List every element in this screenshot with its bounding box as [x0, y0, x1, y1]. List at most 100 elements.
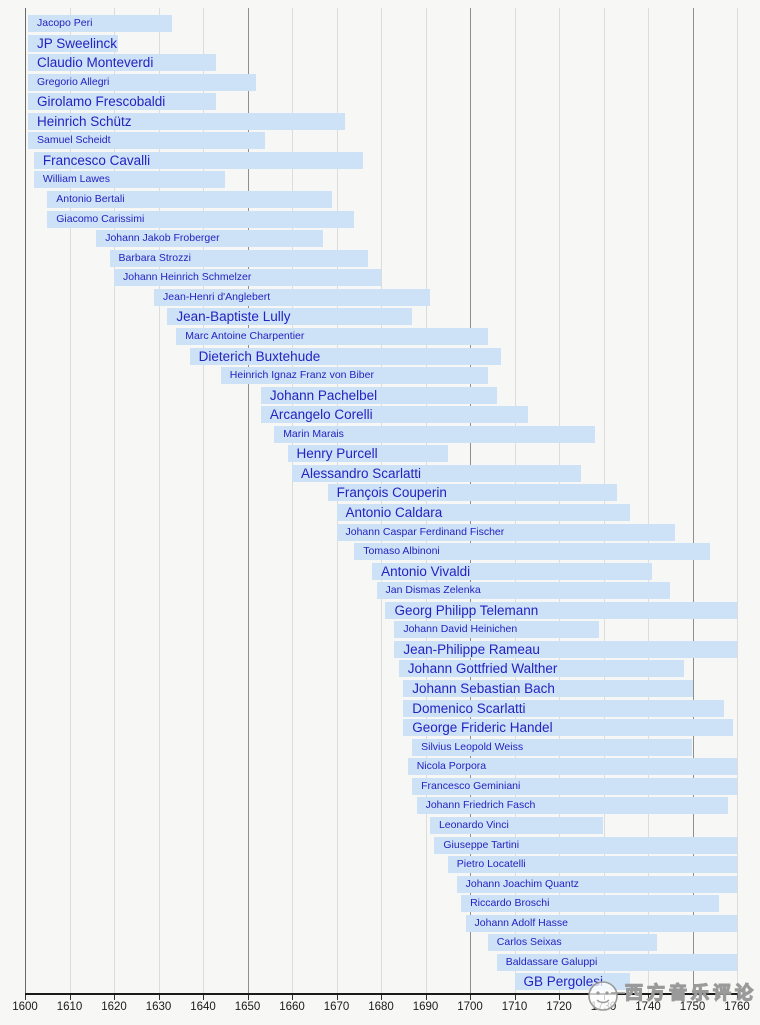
composer-bar — [487, 934, 657, 952]
composer-name: Jacopo Peri — [37, 17, 93, 29]
composer-name: Jan Dismas Zelenka — [385, 584, 481, 597]
gridline-1660 — [292, 8, 293, 993]
composer-bar — [28, 93, 217, 111]
x-axis-tick-label: 1610 — [56, 1001, 83, 1013]
composer-bar — [354, 543, 711, 561]
composer-name: Barbara Strozzi — [118, 251, 191, 264]
x-axis-tick-label: 1710 — [501, 1001, 528, 1013]
composer-name: Francesco Cavalli — [42, 152, 151, 168]
y-axis-line — [25, 8, 26, 993]
gridline-1640 — [203, 8, 204, 993]
composer-bar — [336, 523, 675, 541]
composer-name: Giuseppe Tartini — [443, 838, 520, 851]
composer-bar — [412, 738, 693, 756]
gridline-1650 — [247, 8, 249, 993]
composer-bar — [403, 699, 724, 717]
composer-name: Henry Purcell — [296, 446, 378, 462]
composer-name: Johann Jakob Froberger — [105, 232, 220, 245]
composer-name: Carlos Seixas — [496, 936, 562, 949]
composer-name: Francesco Geminiani — [421, 779, 521, 792]
composer-bar — [403, 680, 693, 698]
composer-name: Silvius Leopold Weiss — [421, 740, 524, 753]
composer-bar — [154, 288, 430, 306]
composer-name: Antonio Caldara — [345, 505, 443, 520]
x-axis-tick — [25, 995, 26, 1000]
composer-name: Claudio Monteverdi — [37, 55, 154, 71]
composer-name: Johann Sebastian Bach — [412, 681, 555, 697]
composer-bar — [336, 504, 631, 521]
x-axis-tick — [648, 995, 649, 1000]
x-axis-tick — [425, 995, 427, 1000]
x-axis-tick — [247, 995, 249, 1000]
composer-bar — [274, 425, 595, 443]
composer-name: Dieterich Buxtehude — [198, 348, 321, 364]
composer-name: Gregorio Allegri — [37, 75, 110, 88]
composer-name: Jean-Baptiste Lully — [176, 309, 291, 325]
x-axis-tick-label: 1620 — [101, 1001, 127, 1013]
composer-name: Johann Heinrich Schmelzer — [123, 271, 252, 284]
composer-name: Johann Adolf Hasse — [474, 916, 568, 929]
x-axis-tick-label: 1600 — [12, 1001, 38, 1013]
gridline-1760 — [737, 8, 738, 993]
composer-bar — [47, 191, 333, 209]
x-axis-tick-label: 1700 — [457, 1001, 483, 1013]
composer-bar — [394, 640, 737, 658]
x-axis-tick — [692, 995, 694, 1000]
composer-bar — [403, 719, 733, 737]
composer-name: Pietro Locatelli — [456, 858, 526, 871]
composer-name: GB Pergolesi — [523, 974, 604, 990]
composer-name: Marc Antoine Charpentier — [185, 329, 305, 342]
x-axis-tick — [336, 995, 338, 1000]
x-axis-tick-label: 1630 — [145, 1001, 172, 1013]
x-axis-tick-label: 1730 — [590, 1001, 617, 1013]
composer-bar — [33, 151, 364, 169]
x-axis-tick-label: 1660 — [279, 1001, 305, 1013]
composer-bar — [220, 367, 488, 385]
composer-bar — [376, 582, 671, 600]
composer-name: William Lawes — [42, 173, 110, 186]
composer-bar — [33, 171, 226, 189]
composer-name: Riccardo Broschi — [470, 897, 550, 910]
x-axis-line — [25, 993, 738, 995]
composer-name: George Frideric Handel — [412, 720, 553, 736]
composer-bar — [176, 327, 488, 345]
x-axis-tick — [559, 995, 560, 1000]
x-axis-tick-label: 1720 — [546, 1001, 572, 1013]
gridline-1740 — [648, 8, 649, 993]
composer-bar — [189, 347, 502, 365]
composer-bar — [28, 112, 346, 130]
x-axis-tick-label: 1650 — [234, 1001, 261, 1013]
composer-name: Arcangelo Corelli — [269, 407, 373, 423]
composer-bar — [260, 386, 497, 404]
composer-name: Heinrich Schütz — [37, 113, 132, 129]
composer-bar — [327, 484, 617, 502]
composer-bar — [416, 797, 729, 815]
composer-bar — [447, 856, 737, 874]
gridline-1610 — [69, 8, 71, 993]
composer-bar — [47, 210, 355, 228]
composer-name: Tomaso Albinoni — [363, 545, 440, 558]
composer-bar — [28, 73, 257, 91]
composer-name: Antonio Vivaldi — [381, 563, 471, 579]
x-axis-tick-label: 1740 — [635, 1001, 661, 1013]
composer-bar — [260, 406, 528, 424]
composer-bar — [456, 875, 737, 893]
composer-bar — [465, 914, 737, 932]
gridline-1630 — [158, 8, 160, 993]
composer-name: Baldassare Galuppi — [505, 955, 598, 968]
composer-name: Heinrich Ignaz Franz von Biber — [229, 369, 374, 382]
composer-name: Leonardo Vinci — [438, 818, 509, 831]
x-axis-tick — [203, 995, 204, 1000]
composer-bar — [429, 816, 604, 834]
composer-name: Alessandro Scarlatti — [301, 465, 422, 481]
composer-name: Johann Joachim Quantz — [465, 877, 579, 890]
composer-name: Johann Friedrich Fasch — [425, 799, 536, 812]
composer-bar — [496, 953, 737, 971]
composer-name: Jean-Henri d'Anglebert — [163, 290, 271, 303]
composer-bar — [434, 836, 737, 854]
x-axis-tick — [381, 995, 382, 1000]
composer-name: François Couperin — [336, 485, 447, 501]
composer-name: Johann Caspar Ferdinand Fischer — [345, 525, 505, 538]
composer-bar — [412, 777, 737, 795]
